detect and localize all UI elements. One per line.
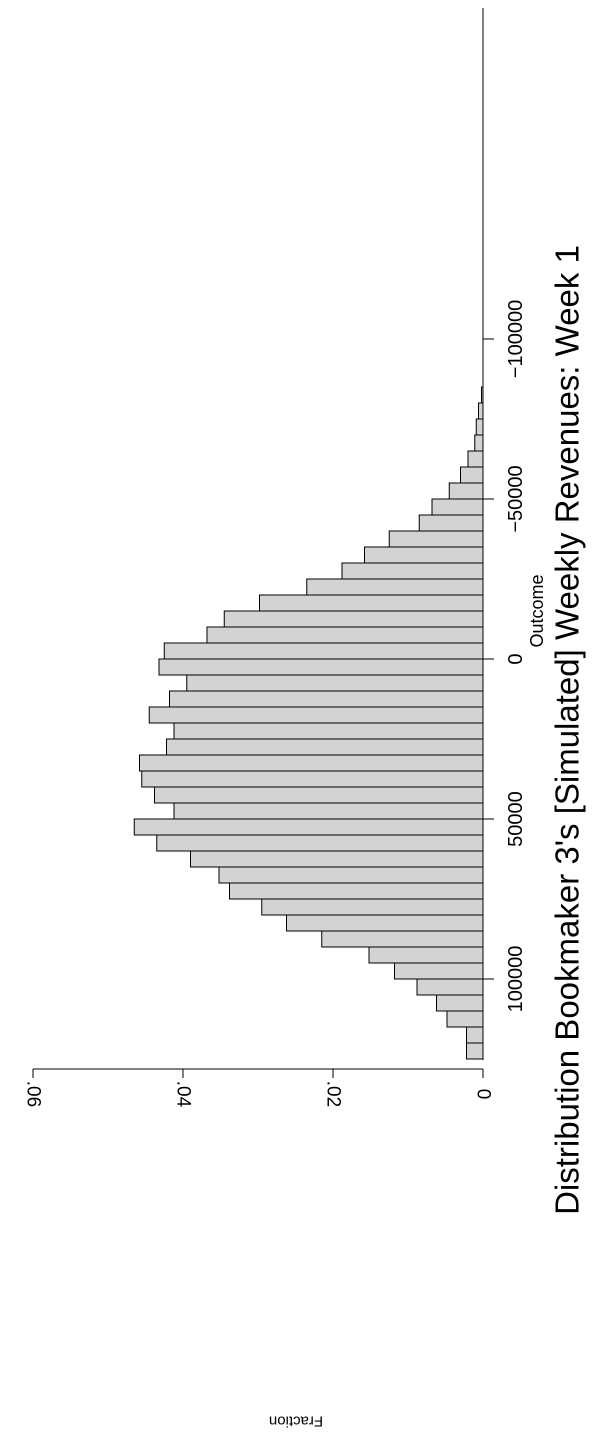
bar: [218, 866, 484, 884]
x-tick-label: 50000: [505, 791, 527, 847]
bar: [321, 930, 484, 948]
bar: [190, 850, 484, 868]
y-tick-label: 0: [473, 1089, 494, 1100]
bar: [306, 578, 484, 596]
y-tick-label: .06: [23, 1081, 44, 1107]
bar: [154, 786, 484, 804]
bar: [229, 882, 484, 900]
bar: [368, 946, 484, 964]
chart-title: Distribution Bookmaker 3's [Simulated] W…: [549, 245, 586, 1215]
bar: [261, 898, 484, 916]
bar: [446, 1010, 484, 1028]
plot-area: 0 .02 .04 .06 −100000 −50000 0 50000 100000: [23, 8, 527, 1108]
x-tick-label: −100000: [505, 300, 527, 378]
x-axis-label: Outcome: [527, 574, 547, 647]
bar: [206, 626, 484, 644]
bar: [388, 530, 484, 548]
bar: [466, 1026, 484, 1044]
bar: [467, 450, 484, 468]
bar: [475, 418, 484, 436]
bar: [173, 722, 484, 740]
bar: [466, 1042, 484, 1060]
y-axis-label: Fraction: [269, 1413, 323, 1430]
bar: [158, 658, 484, 676]
bar: [394, 962, 484, 980]
x-tick-label: −50000: [505, 465, 527, 532]
bar: [416, 978, 484, 996]
bars-group: [133, 386, 484, 1060]
bar: [259, 594, 484, 612]
bar: [474, 434, 484, 452]
bar: [139, 754, 484, 772]
bar: [418, 514, 484, 532]
bar: [223, 610, 484, 628]
y-tick-label: .04: [173, 1081, 194, 1108]
bar: [163, 642, 484, 660]
y-ticks-group: 0 .02 .04 .06: [23, 1069, 494, 1108]
x-tick-label: 100000: [505, 946, 527, 1013]
bar: [186, 674, 484, 692]
bar: [341, 562, 484, 580]
y-tick-label: .02: [323, 1081, 344, 1107]
bar: [460, 466, 484, 484]
bar: [448, 482, 484, 500]
bar: [431, 498, 484, 516]
bar: [169, 690, 484, 708]
bar: [148, 706, 484, 724]
bar: [141, 770, 484, 788]
bar: [133, 818, 484, 836]
bar: [364, 546, 484, 564]
bar: [436, 994, 484, 1012]
bar: [478, 402, 484, 420]
bar: [166, 738, 484, 756]
x-ticks-group: −100000 −50000 0 50000 100000: [483, 300, 527, 1013]
bar: [286, 914, 484, 932]
bar: [156, 834, 484, 852]
bar: [173, 802, 484, 820]
x-tick-label: 0: [505, 653, 527, 664]
